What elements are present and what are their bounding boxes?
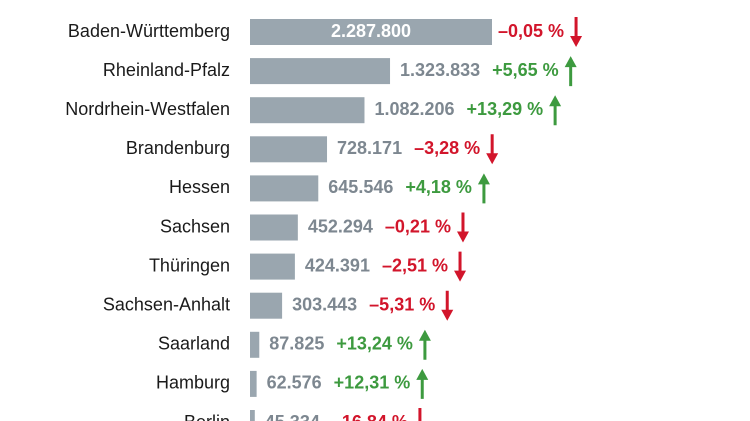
category-label: Brandenburg (126, 138, 230, 158)
change-label: –2,51 % (382, 255, 448, 275)
category-label: Saarland (158, 334, 230, 354)
value-label: 645.546 (328, 177, 393, 197)
bar (250, 331, 260, 358)
value-label: 424.391 (305, 255, 370, 275)
arrow-up (549, 95, 562, 126)
bar (250, 214, 298, 241)
change-label: –0,05 % (498, 21, 564, 41)
category-label: Berlin (184, 412, 230, 421)
change-label: +13,24 % (336, 334, 413, 354)
value-label: 87.825 (269, 334, 324, 354)
value-label: 728.171 (337, 138, 402, 158)
bar (250, 58, 391, 85)
arrow-up (477, 173, 490, 204)
bar (250, 175, 319, 202)
category-label: Thüringen (149, 255, 230, 275)
category-label: Sachsen-Anhalt (103, 294, 230, 314)
change-label: +5,65 % (492, 60, 559, 80)
change-label: +12,31 % (334, 373, 411, 393)
change-label: –0,21 % (385, 216, 451, 236)
arrow-down (441, 290, 454, 321)
category-label: Sachsen (160, 216, 230, 236)
value-label: 1.082.206 (374, 99, 454, 119)
arrow-down (486, 134, 499, 165)
value-label: 1.323.833 (400, 60, 480, 80)
arrow-up (416, 368, 429, 399)
category-label: Hamburg (156, 373, 230, 393)
arrow-down (418, 408, 422, 421)
value-label: 452.294 (308, 216, 373, 236)
arrow-up (418, 329, 431, 360)
bar (250, 410, 255, 421)
arrow-down (570, 17, 583, 47)
bar (250, 370, 257, 397)
bar (250, 19, 492, 45)
bar (250, 253, 295, 280)
bar (250, 136, 328, 163)
value-label: 62.576 (267, 373, 322, 393)
value-label: 45.334 (265, 412, 320, 421)
value-label: 2.287.800 (331, 21, 411, 41)
change-label: +13,29 % (467, 99, 544, 119)
change-label: –16,84 % (332, 412, 408, 421)
category-label: Hessen (169, 177, 230, 197)
arrow-up (564, 56, 577, 87)
value-label: 303.443 (292, 294, 357, 314)
change-label: –5,31 % (369, 294, 435, 314)
category-label: Nordrhein-Westfalen (65, 99, 230, 119)
arrow-down (454, 251, 467, 282)
bar (250, 97, 365, 124)
category-label: Rheinland-Pfalz (103, 60, 230, 80)
arrow-down (456, 212, 469, 243)
change-label: +4,18 % (405, 177, 472, 197)
category-label: Baden-Württemberg (68, 21, 230, 41)
bar (250, 292, 283, 319)
change-label: –3,28 % (414, 138, 480, 158)
